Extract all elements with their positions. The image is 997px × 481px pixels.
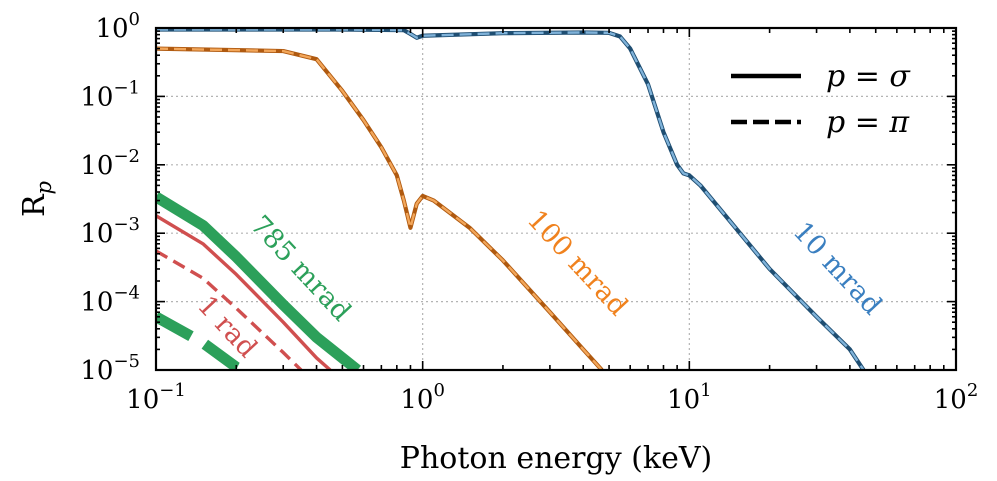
plot-frame — [154, 26, 958, 372]
legend-label-sigma: p = σ — [826, 59, 911, 94]
series-line-785-mrad-pi — [156, 311, 245, 370]
y-tick-label: 10−4 — [80, 283, 140, 318]
y-tick-label: 10−3 — [80, 214, 140, 249]
curve-annotation: 785 mrad — [244, 210, 357, 328]
series-line-1-rad-pi — [156, 249, 303, 370]
series-line-10-mrad-sigma — [156, 28, 866, 370]
y-tick-label: 100 — [95, 9, 140, 44]
x-tick-label: 10−1 — [126, 380, 186, 415]
y-tick-label: 10−2 — [80, 146, 140, 181]
series-line-100-mrad-pi — [156, 47, 603, 370]
x-tick-label: 101 — [667, 380, 712, 415]
axis-ticks — [155, 27, 957, 371]
series-line-1-rad-sigma — [156, 214, 332, 370]
x-tick-label: 102 — [934, 380, 979, 415]
x-tick-label: 100 — [400, 380, 445, 415]
y-tick-label: 10−1 — [80, 77, 140, 112]
curve-annotation: 100 mrad — [521, 204, 634, 322]
x-axis-title: Photon energy (keV) — [400, 441, 712, 476]
legend-label-pi: p = π — [826, 105, 910, 140]
series-lines — [156, 28, 866, 370]
y-axis-title: Rp — [17, 181, 56, 217]
tick-labels: 10−1 100 101 102 100 10−1 10−2 10−3 10−4 10−5 — [80, 9, 978, 415]
curve-annotation: 10 mrad — [787, 216, 888, 321]
grid — [156, 28, 956, 370]
series-line-785-mrad-sigma — [156, 192, 361, 370]
series-line-10-mrad-pi — [156, 28, 865, 370]
y-tick-label: 10−5 — [80, 351, 140, 386]
legend: p = σ p = π — [731, 59, 911, 140]
